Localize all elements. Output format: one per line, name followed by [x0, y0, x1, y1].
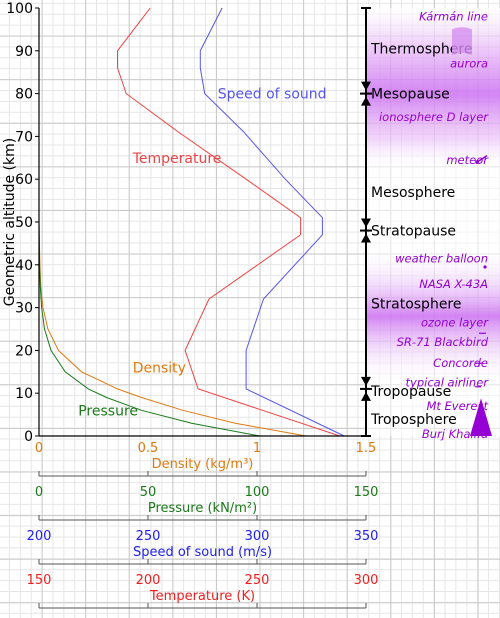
- thermosphere-band: [366, 8, 500, 94]
- axis-tick-label: 0: [35, 485, 43, 500]
- series-line-sound: [199, 7, 345, 437]
- y-tick-label: 0: [24, 429, 33, 445]
- boundary-arrow-down: [361, 218, 371, 228]
- boundary-arrow-up: [361, 391, 371, 401]
- layer-label: Stratosphere: [371, 296, 462, 312]
- meteor-icon: [476, 155, 488, 163]
- series-line-pressure: [38, 221, 260, 437]
- object-label: weather balloon: [395, 251, 488, 265]
- series-label-sound: Speed of sound: [218, 87, 327, 103]
- series-label-temperature: Temperature: [132, 151, 222, 167]
- axis-tick-label: 0: [35, 441, 43, 456]
- y-tick-label: 40: [15, 258, 33, 274]
- object-label: Concorde: [433, 356, 488, 370]
- object-label: NASA X-43A: [419, 277, 488, 291]
- axis-tick-label: 200: [136, 573, 161, 588]
- axis-tick-label: 50: [140, 485, 157, 500]
- y-tick-label: 70: [15, 129, 33, 145]
- axis-tick-label: 300: [245, 529, 270, 544]
- axis-tick-label: 150: [27, 573, 52, 588]
- object-label: ozone layer: [421, 316, 489, 330]
- object-label: aurora: [450, 57, 488, 71]
- axis-tick-label: 1.5: [356, 441, 377, 456]
- weather-balloon-icon: [483, 265, 487, 269]
- series-label-pressure: Pressure: [78, 403, 138, 419]
- axis-title-density: Density (kg/m³): [152, 457, 254, 472]
- axis-tick-label: 100: [245, 485, 270, 500]
- axis-tick-label: 150: [354, 485, 379, 500]
- object-label: ionosphere D layer: [379, 110, 489, 124]
- meteor-head-icon: [475, 160, 479, 164]
- y-tick-label: 50: [15, 215, 33, 231]
- layer-label: Mesopause: [371, 87, 450, 103]
- object-label: Kármán line: [419, 10, 488, 24]
- layer-label: Thermosphere: [370, 42, 472, 58]
- y-tick-label: 30: [15, 301, 33, 317]
- mt-everest-icon: [470, 398, 492, 436]
- layer-label: Stratopause: [371, 224, 456, 240]
- axis-tick-label: 300: [354, 573, 379, 588]
- axis-tick-label: 1: [253, 441, 261, 456]
- boundary-arrow-up: [361, 233, 371, 243]
- axis-title-temperature: Temperature (K): [149, 589, 255, 604]
- object-label: typical airliner: [406, 376, 490, 390]
- layer-label: Troposphere: [370, 412, 457, 428]
- axis-tick-label: 350: [354, 529, 379, 544]
- y-tick-label: 90: [15, 44, 33, 60]
- axis-tick-label: 250: [136, 529, 161, 544]
- ionosphere-band: [366, 93, 500, 171]
- y-tick-label: 60: [15, 172, 33, 188]
- axis-title-pressure: Pressure (kN/m²): [148, 501, 257, 516]
- axis-tick-label: 250: [245, 573, 270, 588]
- object-label: SR-71 Blackbird: [397, 335, 489, 349]
- y-tick-label: 100: [6, 1, 33, 17]
- y-tick-label: 20: [15, 343, 33, 359]
- y-axis-title: Geometric altitude (km): [2, 138, 18, 306]
- object-label: Burj Khalifa: [422, 427, 488, 441]
- series-line-temperature: [117, 7, 340, 437]
- layer-label: Tropopause: [370, 384, 451, 400]
- axis-title-sound: Speed of sound (m/s): [133, 545, 272, 560]
- axis-tick-label: 200: [27, 529, 52, 544]
- layer-label: Mesosphere: [371, 185, 455, 201]
- ozone-band: [366, 247, 500, 385]
- aurora-icon: [452, 27, 472, 56]
- boundary-arrow-up: [361, 96, 371, 106]
- boundary-arrow-down: [361, 81, 371, 91]
- series-label-density: Density: [133, 361, 186, 377]
- y-tick-label: 10: [15, 386, 33, 402]
- y-tick-label: 80: [15, 87, 33, 103]
- object-label: meteor: [446, 153, 489, 167]
- object-label: Mt Everest: [426, 399, 488, 413]
- boundary-arrow-down: [361, 376, 371, 386]
- axis-tick-label: 0.5: [138, 441, 159, 456]
